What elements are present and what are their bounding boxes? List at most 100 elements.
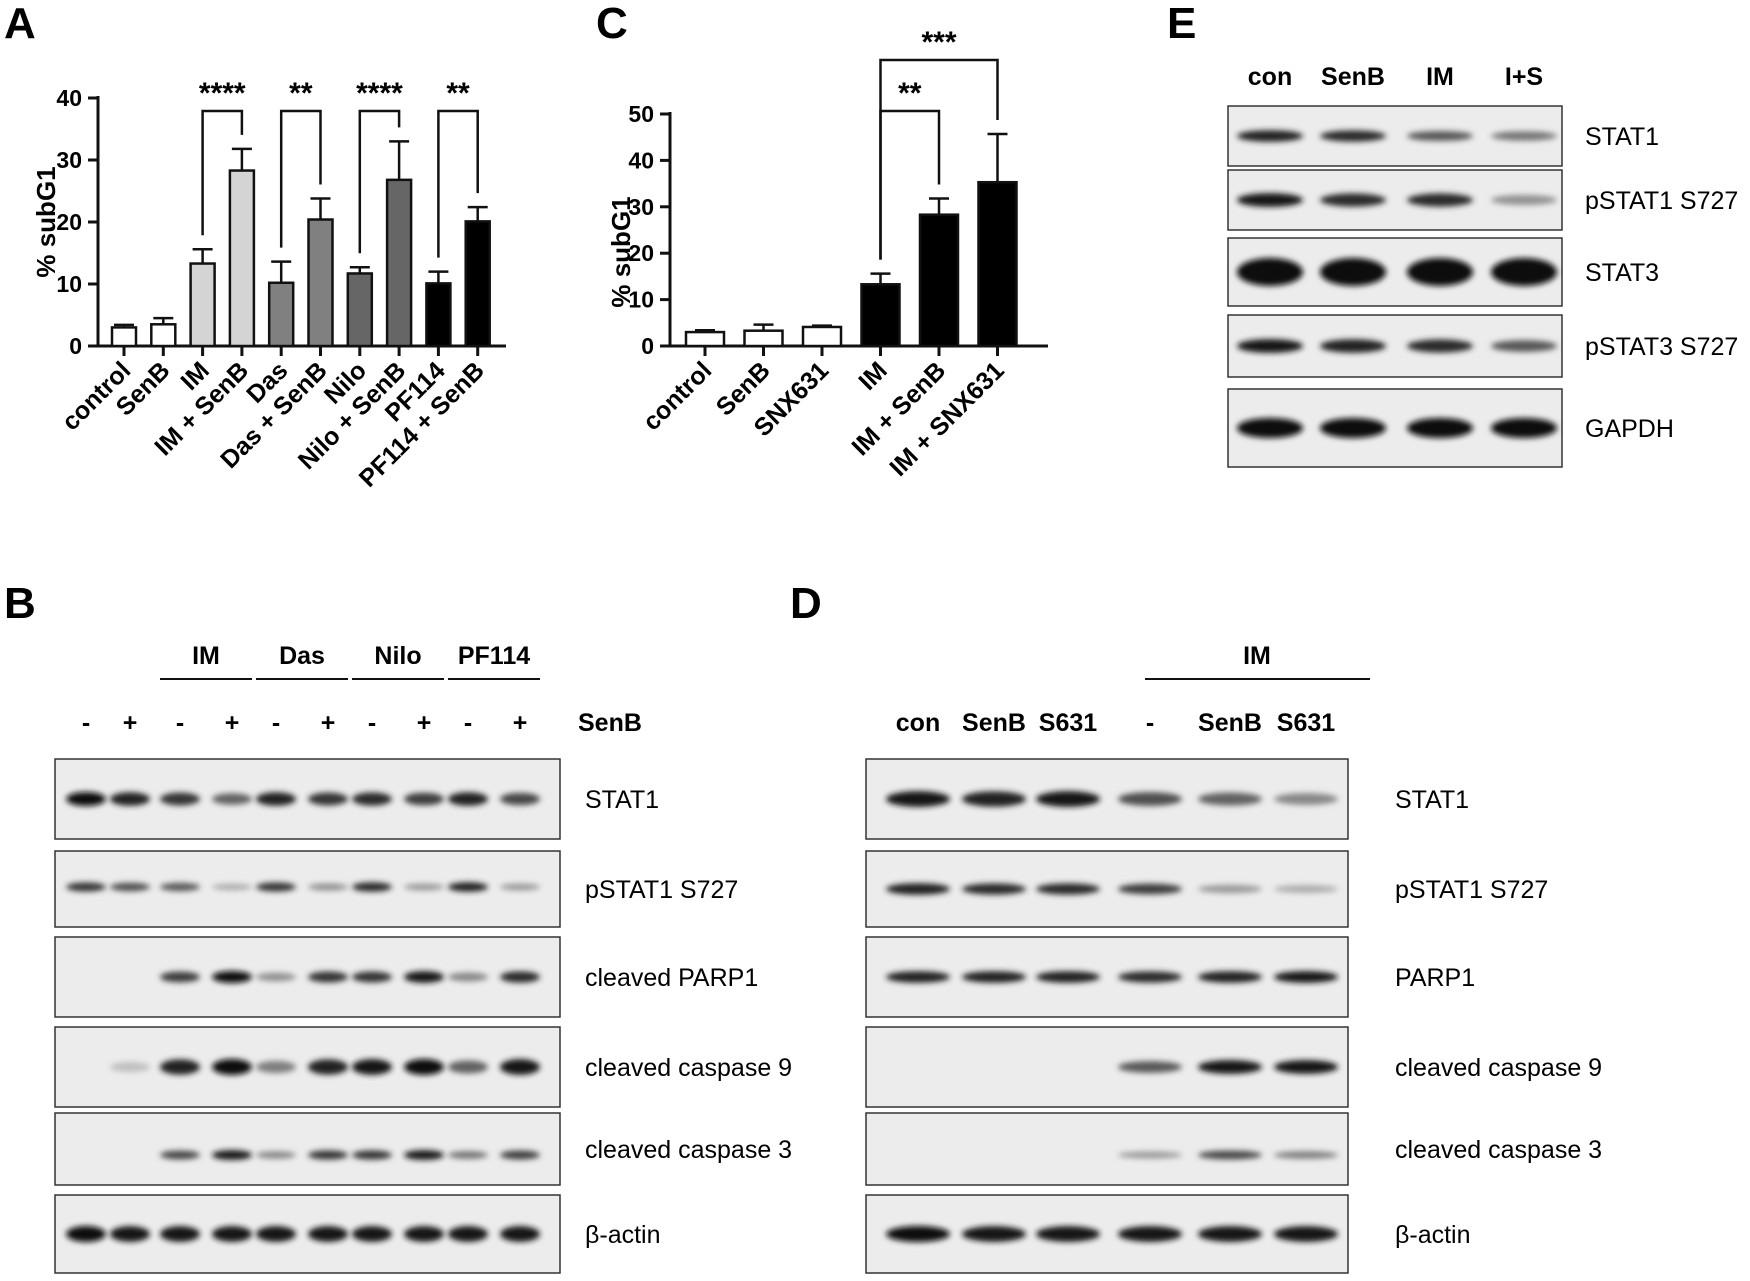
blot-b-band xyxy=(256,882,296,892)
blot-d-lane-label: S631 xyxy=(1277,709,1335,737)
blot-d-band xyxy=(1118,792,1182,806)
blot-b-group-label: Das xyxy=(279,642,325,670)
blot-b-lane-sign: + xyxy=(417,709,432,737)
blot-b-row-label: β-actin xyxy=(585,1221,661,1249)
blot-e-band xyxy=(1320,193,1386,207)
blot-e-lane-label: I+S xyxy=(1505,63,1543,91)
chart-a-bar xyxy=(307,218,334,348)
blot-b-band xyxy=(500,1150,540,1160)
blot-d-band xyxy=(1198,971,1262,983)
blot-d-band xyxy=(886,791,950,807)
blot-b-lane-sign: + xyxy=(123,709,138,737)
western-blot-b: SenB IM Das Nilo PF114 - + - + - + - + - + STAT1 pSTAT1… xyxy=(54,642,792,1274)
blot-d-band xyxy=(1198,884,1262,894)
blot-b-lane-sign: - xyxy=(464,709,472,737)
blot-b-band xyxy=(404,971,444,983)
blot-b-band xyxy=(448,1151,488,1159)
chart-a-bar xyxy=(150,323,177,348)
chart-a-significance-label: **** xyxy=(199,77,246,110)
blot-d-membrane-5 xyxy=(865,1112,1349,1186)
blot-b-band xyxy=(500,1226,540,1242)
blot-b-band xyxy=(160,882,200,892)
blot-b-band xyxy=(160,1226,200,1242)
chart-a-significance-bracket xyxy=(279,109,322,248)
blot-b-band xyxy=(256,972,296,982)
blot-d-band xyxy=(1036,1226,1100,1242)
blot-b-lane-sign: - xyxy=(272,709,280,737)
blot-e-band xyxy=(1407,130,1473,142)
blot-b-band xyxy=(500,792,540,806)
blot-d-lane-label: - xyxy=(1146,709,1154,737)
blot-d-group-label-im: IM xyxy=(1243,642,1271,670)
blot-d-band xyxy=(1274,971,1338,983)
blot-d-lane-label: SenB xyxy=(1198,709,1262,737)
blot-b-group-label: IM xyxy=(192,642,220,670)
blot-b-band xyxy=(212,793,252,805)
chart-a-y-tick-label: 40 xyxy=(56,85,82,111)
blot-e-band xyxy=(1407,418,1473,438)
blot-d-band xyxy=(1118,1151,1182,1159)
blot-e-lane-label: IM xyxy=(1426,63,1454,91)
chart-c-y-tick-label: 50 xyxy=(628,101,654,127)
blot-b-lane-sign: + xyxy=(225,709,240,737)
blot-e-lane-label: con xyxy=(1248,63,1292,91)
blot-b-band xyxy=(448,792,488,806)
blot-d-band xyxy=(1198,1060,1262,1074)
blot-b-band xyxy=(404,792,444,806)
blot-b-band xyxy=(352,971,392,983)
blot-b-band xyxy=(448,882,488,892)
chart-c-x-tick-label: control xyxy=(638,356,718,436)
blot-b-band xyxy=(110,882,150,892)
chart-c-x-tick-label: IM xyxy=(853,356,892,395)
blot-d-lane-label: con xyxy=(896,709,940,737)
blot-b-band xyxy=(352,792,392,806)
chart-c-bar xyxy=(684,330,726,348)
blot-d-lane-label: SenB xyxy=(962,709,1026,737)
blot-b-band xyxy=(212,1226,252,1242)
chart-c-bar xyxy=(918,213,960,348)
blot-b-band xyxy=(404,1150,444,1160)
chart-c-y-tick-label: 10 xyxy=(628,287,654,313)
blot-e-band xyxy=(1491,418,1557,438)
chart-a-y-tick-label: 10 xyxy=(56,271,82,297)
chart-a-significance-bracket xyxy=(437,109,479,258)
blot-e-band xyxy=(1407,339,1473,353)
panel-letter-d: D xyxy=(790,579,822,628)
blot-b-band xyxy=(308,971,348,983)
blot-b-band xyxy=(256,1060,296,1074)
blot-b-band xyxy=(448,972,488,982)
chart-a-significance-label: **** xyxy=(356,77,403,110)
blot-d-membrane-4 xyxy=(865,1026,1349,1108)
chart-a-bar xyxy=(267,281,295,348)
blot-b-band xyxy=(160,792,200,806)
blot-b-lane-sign: - xyxy=(176,709,184,737)
blot-b-band xyxy=(66,1226,106,1242)
blot-b-band xyxy=(500,883,540,891)
blot-b-band xyxy=(308,1150,348,1160)
blot-b-band xyxy=(256,1151,296,1159)
blot-b-band xyxy=(66,792,106,806)
chart-c-bar xyxy=(860,283,901,348)
blot-b-band xyxy=(212,1150,252,1160)
chart-a-significance-bracket xyxy=(358,109,401,254)
blot-d-band xyxy=(1198,1150,1262,1160)
chart-a-bar xyxy=(189,262,216,348)
chart-a-bar xyxy=(110,326,138,348)
blot-e-band xyxy=(1491,131,1557,141)
chart-c-y-tick-label: 30 xyxy=(628,194,654,220)
blot-e-row-label: pSTAT1 S727 xyxy=(1585,187,1738,215)
western-blot-e: con SenB IM I+S STAT1 pSTAT1 S727 STAT3 pSTAT3 … xyxy=(1227,63,1738,468)
blot-b-band xyxy=(256,792,296,806)
blot-b-lane-sign: - xyxy=(368,709,376,737)
chart-c-significance-label: ** xyxy=(898,77,922,110)
blot-d-band xyxy=(1118,1226,1182,1242)
blot-e-row-label: pSTAT3 S727 xyxy=(1585,333,1738,361)
blot-b-band xyxy=(212,1059,252,1075)
blot-d-row-label: cleaved caspase 3 xyxy=(1395,1136,1602,1164)
chart-c-bar xyxy=(801,325,843,348)
chart-c-y-axis-label: % subG1 xyxy=(606,196,636,307)
chart-a-y-tick-label: 30 xyxy=(56,147,82,173)
blot-b-band xyxy=(66,882,106,892)
blot-b-band xyxy=(212,971,252,983)
